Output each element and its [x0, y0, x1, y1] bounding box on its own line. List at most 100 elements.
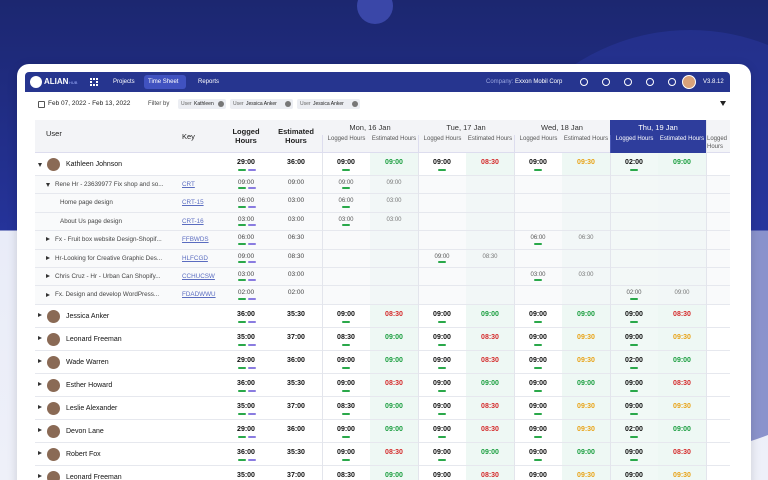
chip-remove[interactable]	[352, 101, 358, 107]
nav-icon[interactable]	[602, 78, 610, 86]
day-estimated[interactable]: 09:30	[577, 356, 595, 364]
day-logged[interactable]: 09:00	[433, 402, 451, 410]
day-estimated[interactable]: 09:00	[385, 425, 403, 433]
day-logged[interactable]: 09:00	[433, 471, 451, 479]
table-row[interactable]	[35, 443, 730, 466]
day-estimated[interactable]: 03:00	[386, 216, 402, 223]
day-logged[interactable]: 09:00	[529, 356, 547, 364]
nav-icon[interactable]	[668, 78, 676, 86]
expand-caret[interactable]	[38, 474, 42, 479]
table-row[interactable]	[35, 231, 730, 250]
day-estimated[interactable]: 09:00	[386, 180, 402, 186]
expand-caret[interactable]	[38, 382, 42, 387]
day-logged[interactable]: 06:00	[530, 235, 546, 242]
day-logged[interactable]: 02:00	[625, 425, 643, 433]
day-estimated[interactable]: 08:30	[385, 448, 403, 456]
table-row[interactable]	[35, 374, 730, 397]
day-logged[interactable]: 09:00	[337, 356, 355, 364]
day-logged[interactable]: 09:00	[337, 310, 355, 318]
day-logged[interactable]: 09:00	[529, 310, 547, 318]
table-row[interactable]	[35, 268, 730, 287]
day-logged[interactable]: 09:00	[338, 180, 354, 186]
day-estimated[interactable]: 08:30	[481, 159, 499, 166]
day-logged[interactable]: 09:00	[529, 159, 547, 166]
day-estimated[interactable]: 08:30	[481, 356, 499, 364]
filter-chip[interactable]	[297, 99, 360, 109]
day-logged[interactable]: 09:00	[433, 333, 451, 341]
day-estimated[interactable]: 09:00	[674, 290, 690, 297]
day-estimated[interactable]: 08:30	[385, 310, 403, 318]
day-estimated[interactable]: 09:30	[577, 471, 595, 479]
day-estimated[interactable]: 08:30	[673, 379, 691, 387]
day-estimated[interactable]: 08:30	[482, 253, 498, 260]
day-logged[interactable]: 02:00	[625, 159, 643, 166]
expand-caret[interactable]	[38, 359, 42, 364]
day-logged[interactable]: 09:00	[625, 379, 643, 387]
day-logged[interactable]: 09:00	[529, 471, 547, 479]
filter-icon[interactable]	[720, 101, 726, 106]
nav-icon[interactable]	[646, 78, 654, 86]
table-row[interactable]	[35, 212, 730, 232]
day-logged[interactable]: 09:00	[529, 379, 547, 387]
day-estimated[interactable]: 09:00	[577, 379, 595, 387]
table-row[interactable]	[35, 351, 730, 374]
day-logged[interactable]: 08:30	[337, 333, 355, 341]
expand-caret[interactable]	[46, 292, 50, 297]
day-estimated[interactable]: 08:30	[481, 425, 499, 433]
day-logged[interactable]: 09:00	[434, 253, 450, 260]
task-key[interactable]: CRT-15	[182, 199, 204, 207]
expand-caret[interactable]	[38, 405, 42, 410]
day-estimated[interactable]: 09:30	[673, 471, 691, 479]
expand-caret[interactable]	[38, 313, 42, 318]
nav-icon[interactable]	[580, 78, 588, 86]
table-row[interactable]	[35, 153, 730, 176]
apps-icon[interactable]	[90, 78, 98, 86]
table-row[interactable]	[35, 305, 730, 328]
day-logged[interactable]: 09:00	[433, 356, 451, 364]
day-logged[interactable]: 09:00	[433, 425, 451, 433]
day-logged[interactable]: 09:00	[337, 448, 355, 456]
day-logged[interactable]: 03:00	[530, 272, 546, 278]
expand-caret[interactable]	[46, 237, 50, 242]
expand-caret[interactable]	[38, 428, 42, 433]
day-estimated[interactable]: 08:30	[481, 402, 499, 410]
day-estimated[interactable]: 09:00	[385, 471, 403, 479]
day-estimated[interactable]: 09:30	[577, 159, 595, 166]
day-estimated[interactable]: 09:00	[385, 356, 403, 364]
expand-caret[interactable]	[46, 274, 50, 279]
day-estimated[interactable]: 09:30	[673, 333, 691, 341]
day-estimated[interactable]: 09:30	[577, 425, 595, 433]
table-row[interactable]	[35, 176, 730, 195]
expand-caret[interactable]	[46, 183, 50, 188]
task-key[interactable]: CRT-16	[182, 217, 204, 225]
day-estimated[interactable]: 09:00	[673, 159, 691, 166]
day-estimated[interactable]: 09:00	[385, 159, 403, 166]
day-estimated[interactable]: 09:30	[577, 402, 595, 410]
table-row[interactable]	[35, 420, 730, 443]
day-logged[interactable]: 08:30	[337, 402, 355, 410]
day-logged[interactable]: 09:00	[529, 448, 547, 456]
day-logged[interactable]: 09:00	[337, 425, 355, 433]
day-logged[interactable]: 09:00	[433, 448, 451, 456]
table-row[interactable]	[35, 194, 730, 213]
task-key[interactable]: HLFCGD	[182, 254, 208, 262]
task-key[interactable]: CCHUCSW	[182, 273, 215, 280]
table-row[interactable]	[35, 286, 730, 305]
task-key[interactable]: FDADWWU	[182, 291, 216, 299]
day-estimated[interactable]: 03:00	[386, 198, 402, 205]
day-logged[interactable]: 02:00	[626, 290, 642, 297]
day-logged[interactable]: 09:00	[433, 379, 451, 387]
day-logged[interactable]: 09:00	[529, 402, 547, 410]
menu-item[interactable]: Time Sheet	[144, 75, 186, 89]
day-estimated[interactable]: 09:00	[385, 333, 403, 341]
chip-remove[interactable]	[285, 101, 291, 107]
day-logged[interactable]: 09:00	[625, 402, 643, 410]
day-estimated[interactable]: 09:00	[577, 310, 595, 318]
day-logged[interactable]: 09:00	[433, 310, 451, 318]
day-estimated[interactable]: 09:00	[673, 425, 691, 433]
day-logged[interactable]: 09:00	[625, 310, 643, 318]
menu-item[interactable]: Projects	[113, 79, 135, 85]
expand-caret[interactable]	[38, 336, 42, 341]
date-range[interactable]: Feb 07, 2022 - Feb 13, 2022	[48, 100, 131, 107]
day-estimated[interactable]: 09:00	[481, 448, 499, 456]
